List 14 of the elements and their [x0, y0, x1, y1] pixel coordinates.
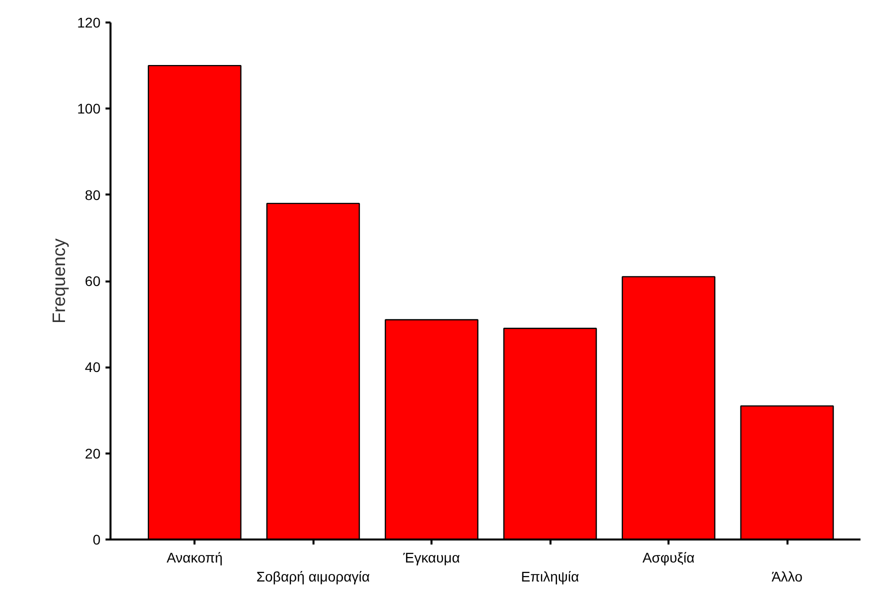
y-tick-label: 40 — [84, 359, 101, 376]
y-tick-label: 120 — [77, 14, 101, 30]
x-tick-label: Άλλο — [772, 568, 803, 585]
y-tick-label: 80 — [84, 186, 101, 203]
y-axis-title: Frequency — [49, 238, 70, 324]
y-tick-label: 0 — [92, 532, 101, 548]
y-tick-label: 60 — [84, 273, 101, 289]
x-tick-label: Επιληψία — [521, 568, 580, 585]
x-tick-label: Ανακοπή — [166, 550, 223, 566]
x-tick-label: Ασφυξία — [642, 550, 695, 566]
y-tick-label: 20 — [84, 445, 101, 462]
y-tick-label: 100 — [77, 100, 101, 117]
x-tick-label: Έγκαυμα — [402, 550, 460, 566]
x-tick-label: Σοβαρή αιμοραγία — [256, 568, 370, 585]
